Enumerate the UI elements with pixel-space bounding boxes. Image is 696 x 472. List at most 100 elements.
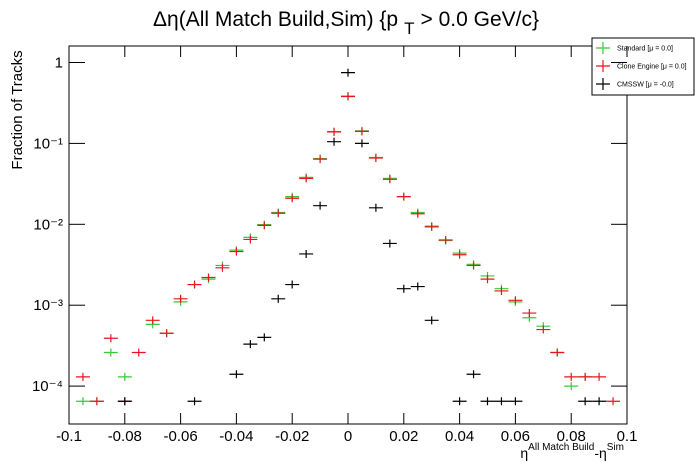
data-point	[424, 222, 439, 231]
x-tick-label: -0.1	[56, 428, 82, 445]
data-point	[480, 275, 495, 284]
data-point	[578, 397, 593, 406]
data-point	[438, 235, 453, 244]
data-point	[396, 192, 411, 201]
data-point	[536, 325, 551, 334]
data-point	[327, 137, 342, 146]
data-point	[550, 348, 565, 357]
data-point	[327, 127, 342, 136]
data-point	[592, 397, 607, 406]
data-point	[368, 203, 383, 212]
x-axis-label: ηAll Match Build-ηSim	[520, 442, 624, 461]
data-point	[508, 296, 523, 305]
data-point	[382, 239, 397, 248]
x-tick-label: -0.02	[275, 428, 309, 445]
data-point	[187, 280, 202, 289]
data-point	[564, 382, 579, 391]
legend-marker	[596, 60, 610, 72]
data-point	[494, 286, 509, 295]
data-point	[131, 348, 146, 357]
title-main: Δη(All Match Build,Sim) {p	[153, 8, 398, 31]
data-point	[103, 348, 118, 357]
title-end: > 0.0 GeV/c}	[421, 8, 540, 31]
y-tick-label: 10⁻¹	[33, 135, 63, 152]
data-point	[368, 154, 383, 163]
data-point	[75, 372, 90, 381]
data-point	[75, 397, 90, 406]
legend-label: Clone Engine [μ = 0.0]	[617, 64, 687, 71]
x-tick-label: -0.04	[219, 428, 253, 445]
data-point	[229, 247, 244, 256]
data-point	[187, 397, 202, 406]
y-tick-label: 10⁻²	[33, 216, 63, 233]
x-label-sup: All Match Build	[528, 442, 594, 453]
data-point	[299, 174, 314, 183]
data-point	[285, 280, 300, 289]
data-point	[257, 333, 272, 342]
y-axis-label: Fraction of Tracks	[9, 50, 26, 169]
legend-label: CMSSW [μ = -0.0]	[617, 82, 674, 89]
data-point	[229, 370, 244, 379]
x-label-part: η	[520, 445, 528, 461]
data-point	[201, 273, 216, 282]
y-tick-label: 1	[55, 55, 63, 72]
data-point	[145, 316, 160, 325]
data-point	[466, 261, 481, 270]
data-point	[466, 370, 481, 379]
y-tick-label: 10⁻³	[33, 297, 63, 314]
data-point	[299, 249, 314, 258]
data-point	[117, 397, 132, 406]
data-point	[606, 397, 621, 406]
data-point	[313, 201, 328, 210]
data-point	[410, 282, 425, 291]
x-tick-label: -0.06	[163, 428, 197, 445]
data-point	[452, 250, 467, 259]
data-point	[285, 194, 300, 203]
data-point	[159, 329, 174, 338]
data-point	[243, 340, 258, 349]
data-point	[494, 397, 509, 406]
chart-title: Δη(All Match Build,Sim) {p T > 0.0 GeV/c}	[153, 8, 539, 38]
x-tick-label: -0.08	[108, 428, 142, 445]
data-point	[564, 372, 579, 381]
data-point	[382, 175, 397, 184]
y-tick-label: 10⁻⁴	[32, 378, 63, 395]
data-point	[480, 397, 495, 406]
data-point	[313, 155, 328, 164]
x-tick-label: 0.02	[389, 428, 418, 445]
legend-marker	[596, 78, 610, 90]
x-tick-label: 0	[344, 428, 352, 445]
data-point	[452, 397, 467, 406]
data-point	[257, 221, 272, 230]
data-point	[410, 209, 425, 218]
data-point	[508, 397, 523, 406]
data-point	[271, 294, 286, 303]
data-point	[89, 397, 104, 406]
data-point	[592, 372, 607, 381]
x-label-sup: Sim	[607, 442, 624, 453]
data-point	[173, 294, 188, 303]
legend-label: Standard [μ = 0.0]	[617, 46, 673, 53]
data-point	[243, 235, 258, 244]
data-point	[354, 139, 369, 148]
data-point	[341, 68, 355, 77]
data-point	[117, 372, 132, 381]
x-tick-label: 0.1	[617, 428, 638, 445]
data-point	[271, 209, 286, 218]
title-subscript: T	[404, 19, 414, 38]
data-point	[341, 92, 355, 101]
data-point	[578, 372, 593, 381]
data-point	[215, 263, 230, 272]
x-tick-label: 0.06	[501, 428, 530, 445]
x-tick-label: 0.04	[445, 428, 474, 445]
data-point	[522, 309, 537, 318]
data-point	[424, 316, 439, 325]
legend-marker	[596, 42, 610, 54]
data-point	[354, 127, 369, 136]
x-label-part: -η	[594, 445, 606, 461]
data-point	[103, 334, 118, 343]
x-tick-label: 0.08	[557, 428, 586, 445]
data-point	[396, 284, 411, 293]
